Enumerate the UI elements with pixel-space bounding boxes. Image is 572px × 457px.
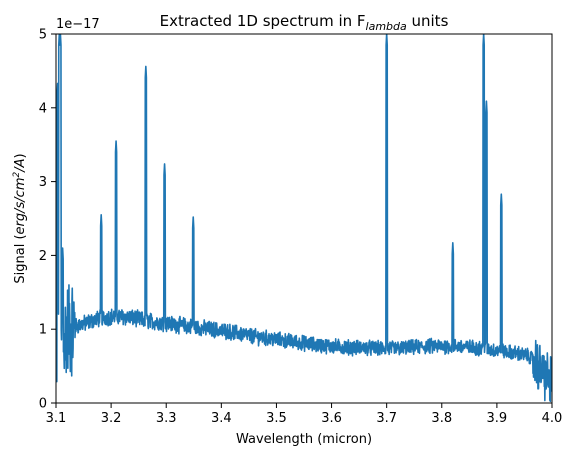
y-offset-label: 1e−17 (56, 17, 100, 32)
spectrum-line (56, 34, 552, 403)
x-tick-label: 3.7 (376, 411, 397, 426)
axis-ticks: 3.1 3.2 3.3 3.4 3.5 3.6 3.7 3.8 3.9 4.0 0 1 2 3 4 5 (39, 28, 563, 427)
x-tick-label: 3.9 (487, 411, 508, 426)
plot-area (56, 34, 552, 403)
x-tick-label: 3.5 (266, 411, 287, 426)
y-axis-label-suffix: ) (13, 153, 28, 158)
y-axis-label-math: erg/s/cm (13, 178, 28, 235)
x-tick-label: 3.2 (101, 411, 122, 426)
y-tick-label: 4 (39, 101, 47, 116)
y-tick-label: 2 (39, 249, 47, 264)
x-tick-label: 4.0 (542, 411, 563, 426)
y-tick-label: 1 (39, 323, 47, 338)
chart-title-main: Extracted 1D spectrum in F (160, 12, 366, 30)
y-tick-label: 5 (39, 28, 47, 43)
y-tick-label: 3 (39, 175, 47, 190)
y-axis-label: Signal (erg/s/cm2/A) (12, 153, 28, 283)
chart-title: Extracted 1D spectrum in Flambda units (160, 12, 449, 33)
x-tick-label: 3.6 (321, 411, 342, 426)
x-tick-label: 3.8 (431, 411, 452, 426)
y-axis-label-math-suffix: /A (13, 158, 28, 172)
x-tick-label: 3.4 (211, 411, 232, 426)
chart-title-subscript: lambda (366, 20, 407, 33)
y-tick-label: 0 (39, 397, 47, 412)
x-tick-label: 3.3 (156, 411, 177, 426)
x-tick-label: 3.1 (46, 411, 67, 426)
y-axis-label-sup: 2 (12, 172, 22, 178)
x-axis-label: Wavelength (micron) (236, 432, 372, 447)
axes-frame (55, 33, 553, 404)
chart-title-suffix: units (407, 12, 449, 30)
y-axis-label-prefix: Signal ( (13, 234, 28, 283)
